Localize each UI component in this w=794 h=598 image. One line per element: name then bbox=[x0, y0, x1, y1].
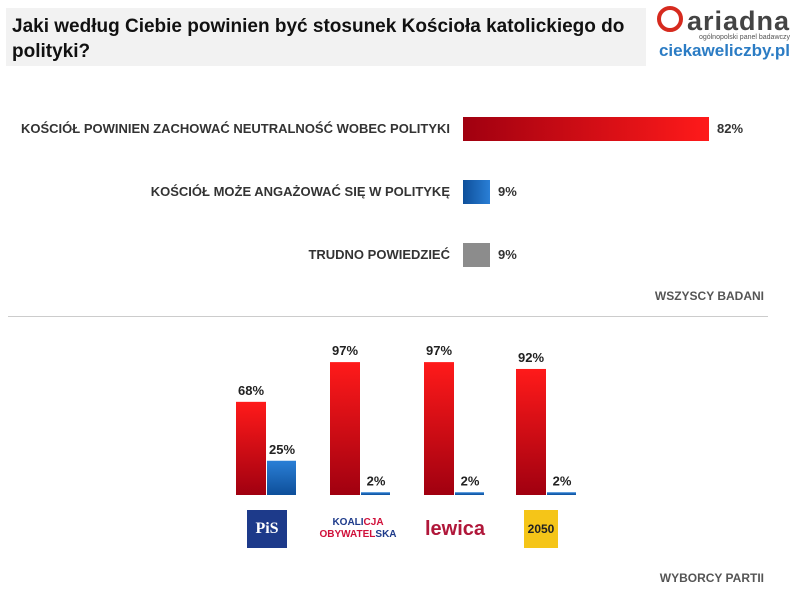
bar bbox=[424, 362, 454, 495]
logo: ariadna ogólnopolski panel badawczy ciek… bbox=[655, 6, 790, 61]
page-title: Jaki według Ciebie powinien być stosunek… bbox=[12, 16, 625, 62]
bar-label: KOŚCIÓŁ POWINIEN ZACHOWAĆ NEUTRALNOŚĆ WO… bbox=[21, 121, 450, 136]
bar-value-label: 68% bbox=[238, 383, 264, 398]
bar-value-label: 82% bbox=[717, 121, 744, 136]
party-voters-chart: 68% 97% 97% 92% 25% 2% 2% 2% bbox=[236, 343, 576, 495]
bar-value-label: 97% bbox=[426, 343, 452, 358]
ko-logo: KOALICJA OBYWATELSKA bbox=[319, 517, 397, 540]
bar-value-label: 2% bbox=[461, 473, 480, 488]
bar-label: KOŚCIÓŁ MOŻE ANGAŻOWAĆ SIĘ W POLITYKĘ bbox=[150, 184, 450, 199]
section-label-party: WYBORCY PARTII bbox=[659, 571, 764, 585]
divider bbox=[8, 316, 768, 317]
brand-tagline: ogólnopolski panel badawczy bbox=[698, 34, 790, 41]
ariadna-ring-icon bbox=[656, 6, 683, 32]
bar-label: TRUDNO POWIEDZIEĆ bbox=[308, 247, 450, 262]
bar bbox=[361, 492, 390, 495]
bar bbox=[463, 117, 709, 141]
bar bbox=[463, 180, 490, 204]
bar bbox=[547, 492, 576, 495]
bar bbox=[455, 492, 484, 495]
lewica-logo: lewica bbox=[424, 517, 486, 540]
bar bbox=[330, 362, 360, 495]
brand-name: ariadna bbox=[686, 6, 790, 36]
section-label-all: WSZYSCY BADANI bbox=[654, 289, 764, 303]
bar-value-label: 2% bbox=[553, 473, 572, 488]
pis-logo: PiS bbox=[247, 510, 287, 548]
bar bbox=[236, 401, 266, 495]
title-box bbox=[6, 8, 646, 66]
bar-row: TRUDNO POWIEDZIEĆ 9% bbox=[0, 243, 794, 267]
brand-logo: ariadna bbox=[655, 6, 790, 37]
bar-value-label: 97% bbox=[332, 343, 358, 358]
bar bbox=[516, 368, 546, 495]
bar-value-label: 25% bbox=[269, 442, 295, 457]
bar bbox=[463, 243, 490, 267]
bar-value-label: 9% bbox=[498, 184, 517, 199]
bar-value-label: 92% bbox=[518, 350, 544, 365]
bar-value-label: 9% bbox=[498, 247, 517, 262]
polska-2050-logo: 2050 bbox=[524, 510, 558, 548]
bar-row: KOŚCIÓŁ MOŻE ANGAŻOWAĆ SIĘ W POLITYKĘ 9% bbox=[0, 180, 794, 204]
bar bbox=[267, 460, 296, 495]
bar-value-label: 2% bbox=[367, 473, 386, 488]
bar-row: KOŚCIÓŁ POWINIEN ZACHOWAĆ NEUTRALNOŚĆ WO… bbox=[0, 117, 794, 141]
site-link[interactable]: ciekaweliczby.pl bbox=[658, 41, 790, 60]
